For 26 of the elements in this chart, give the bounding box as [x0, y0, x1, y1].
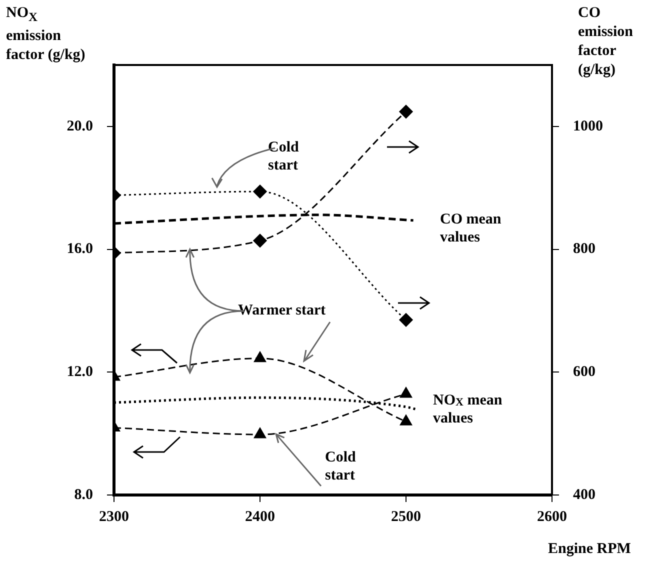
x-axis-title: Engine RPM: [548, 540, 631, 559]
y2-tick-label: 1000: [573, 118, 603, 134]
x-tick-label: 2400: [245, 508, 275, 525]
y-tick-label: 8.0: [74, 486, 93, 503]
annotation: CO mean values: [440, 211, 502, 246]
y-tick-label: 16.0: [66, 241, 93, 258]
y2-axis-title: CO emission factor (g/kg): [578, 4, 634, 80]
y2-tick-label: 600: [573, 364, 596, 380]
x-tick-label: 2500: [391, 508, 421, 525]
y-tick-label: 20.0: [66, 118, 93, 134]
point: [254, 352, 266, 362]
annotation: Warmer start: [238, 302, 326, 318]
y-axis-title: NO$_{X}$ emission factor (g/kg): [6, 4, 86, 65]
point: [399, 104, 413, 118]
point: [400, 387, 412, 398]
point: [399, 313, 413, 327]
annotation: NOX mean values: [433, 392, 503, 426]
annotation: Cold start: [268, 139, 300, 174]
point: [400, 414, 412, 426]
y2-tick-label: 800: [573, 241, 596, 258]
point: [254, 428, 266, 438]
x-tick-label: 2600: [537, 508, 567, 525]
y2-tick-label: 400: [573, 486, 596, 503]
annotation: Cold start: [325, 449, 356, 484]
x-tick-label: 2300: [99, 508, 129, 525]
y-tick-label: 12.0: [66, 364, 93, 380]
